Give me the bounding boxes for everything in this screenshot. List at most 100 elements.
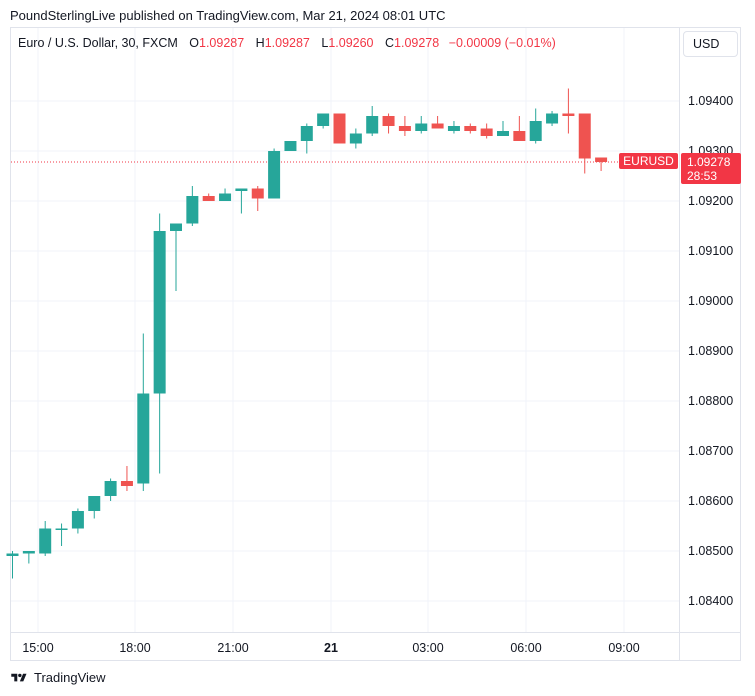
candle-body [137,393,150,484]
candle [333,113,346,144]
candle-body [562,113,575,116]
candle [464,123,477,134]
footer-brand[interactable]: TradingView [10,670,106,685]
candle-body [170,223,182,231]
candle-body [300,126,313,141]
candle [398,116,411,136]
candle [349,128,362,149]
last-price-value: 1.09278 [687,155,731,169]
y-tick-label: 1.08600 [688,494,733,508]
symbol-price-tag: EURUSD [619,153,678,169]
candle-body [447,126,460,131]
candle-body [104,481,117,496]
currency-button[interactable]: USD [683,31,738,57]
candle-body [153,231,166,394]
y-tick-label: 1.08800 [688,394,733,408]
candle [300,123,313,154]
x-tick-label: 15:00 [22,641,53,655]
candle [170,223,182,291]
y-tick-label: 1.09000 [688,294,733,308]
y-tick-label: 1.08700 [688,444,733,458]
candles [6,88,608,579]
candle [317,113,330,129]
candle [22,551,35,564]
candle [235,188,248,214]
y-tick-label: 1.09400 [688,94,733,108]
candle [219,188,232,201]
candle-body [235,188,248,191]
x-tick-label: 21:00 [217,641,248,655]
candle [186,186,199,226]
candle-body [497,131,509,136]
candle [595,157,608,171]
candle [415,116,428,134]
candle-body [480,128,493,136]
legend-symbol: Euro / U.S. Dollar, 30, FXCM [18,36,178,50]
candle [251,186,264,211]
legend-high-label: H [255,36,265,50]
candle-body [382,116,395,126]
last-price-tag: 1.09278 28:53 [681,153,741,184]
footer-brand-label: TradingView [34,670,106,685]
candle-body [349,133,362,144]
candle [366,106,379,136]
candle-body [595,157,608,162]
y-tick-label: 1.09100 [688,244,733,258]
legend-low-label: L [321,36,329,50]
candle [153,213,166,474]
grid-lines [11,28,679,632]
chart-frame [10,27,741,661]
candle [88,496,101,519]
tradingview-logo-icon [11,673,27,681]
candle-body [398,126,411,131]
legend-open-value: 1.09287 [199,36,245,50]
candle [39,521,52,556]
symbol-legend: Euro / U.S. Dollar, 30, FXCM O1.09287 H1… [18,36,556,50]
candle [284,141,297,151]
candle [55,523,68,546]
candle [480,123,493,139]
candle-body [22,551,35,554]
x-tick-label: 06:00 [510,641,541,655]
legend-low-value: 1.09260 [328,36,374,50]
candle-body [202,196,215,201]
candle-body [578,113,591,159]
candle-body [88,496,101,511]
candle [268,148,281,199]
candle-body [333,113,346,144]
candle-body [39,528,52,554]
candle [104,478,117,501]
candle [497,121,509,136]
candle [431,116,444,129]
candle-body [284,141,297,151]
candle [546,111,559,126]
candle-body [186,196,199,224]
candle-body [55,528,68,530]
candle [382,113,395,134]
candle-body [529,121,542,141]
candle [529,108,542,144]
candle-body [219,193,232,201]
candle-body [71,511,84,529]
legend-change: −0.00009 (−0.01%) [448,36,556,50]
legend-close-label: C [385,36,395,50]
candle-body [366,116,379,134]
candle-body [268,151,281,199]
axis-separators [10,28,741,661]
candle [202,193,215,201]
candle-body [415,123,428,131]
x-axis-labels: 15:00 18:00 21:00 21 03:00 06:00 09:00 [22,641,639,655]
y-tick-label: 1.08500 [688,544,733,558]
legend-close-value: 1.09278 [394,36,440,50]
legend-high-value: 1.09287 [264,36,310,50]
candle-body [546,113,559,124]
legend-open-label: O [189,36,199,50]
x-tick-label: 09:00 [608,641,639,655]
bar-countdown: 28:53 [687,169,718,183]
candle [562,88,575,134]
x-tick-label: 21 [324,641,338,655]
candle-body [464,126,477,131]
candle-body [431,123,444,129]
x-tick-label: 18:00 [119,641,150,655]
